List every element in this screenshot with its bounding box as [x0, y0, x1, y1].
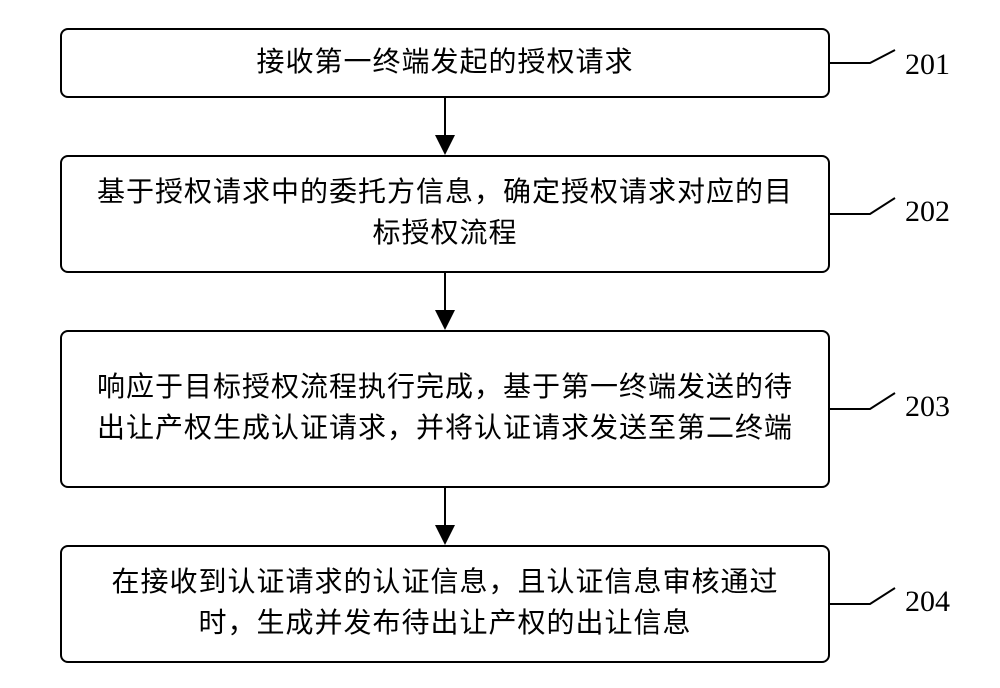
label-connector-n4 — [830, 588, 895, 604]
step-label-201: 201 — [905, 48, 950, 82]
flowchart-canvas: 接收第一终端发起的授权请求 201 基于授权请求中的委托方信息，确定授权请求对应的目… — [0, 0, 1000, 688]
flow-node-n3: 响应于目标授权流程执行完成，基于第一终端发送的待出让产权生成认证请求，并将认证请… — [60, 330, 830, 488]
flow-node-n2: 基于授权请求中的委托方信息，确定授权请求对应的目标授权流程 — [60, 155, 830, 273]
flow-node-n4: 在接收到认证请求的认证信息，且认证信息审核通过时，生成并发布待出让产权的出让信息 — [60, 545, 830, 663]
flow-node-text: 在接收到认证请求的认证信息，且认证信息审核通过时，生成并发布待出让产权的出让信息 — [86, 563, 804, 644]
step-label-203: 203 — [905, 390, 950, 424]
flow-node-text: 响应于目标授权流程执行完成，基于第一终端发送的待出让产权生成认证请求，并将认证请… — [86, 368, 804, 449]
flow-node-text: 基于授权请求中的委托方信息，确定授权请求对应的目标授权流程 — [86, 173, 804, 254]
label-connector-n2 — [830, 198, 895, 214]
step-label-202: 202 — [905, 195, 950, 229]
label-connector-n1 — [830, 50, 895, 63]
flow-node-n1: 接收第一终端发起的授权请求 — [60, 28, 830, 98]
label-connector-n3 — [830, 393, 895, 409]
step-label-204: 204 — [905, 585, 950, 619]
flow-node-text: 接收第一终端发起的授权请求 — [256, 43, 633, 84]
